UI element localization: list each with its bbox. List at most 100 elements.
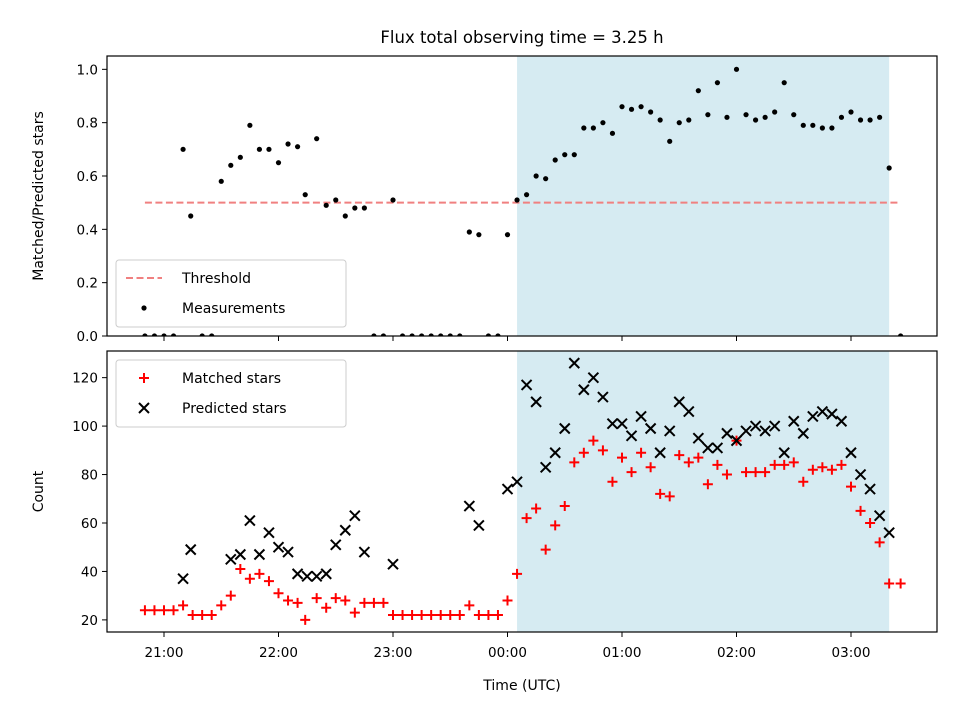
matched-star-point (492, 610, 503, 621)
matched-star-point (884, 578, 895, 589)
matched-star-point (359, 597, 370, 608)
matched-star-point (895, 578, 906, 589)
predicted-star-point (759, 425, 771, 437)
y-tick-label: 0.8 (77, 116, 98, 132)
measurement-point (772, 109, 778, 115)
y-tick-label: 1.0 (77, 62, 98, 78)
measurement-point (686, 117, 692, 123)
predicted-star-point (873, 510, 886, 522)
measurement-point (533, 173, 539, 179)
predicted-star-point (185, 543, 197, 556)
measurement-point (705, 112, 711, 118)
predicted-star-point (330, 539, 342, 551)
measurement-point (170, 333, 177, 336)
measurement-point (380, 333, 387, 336)
measurement-point (314, 136, 320, 142)
matched-star-point (416, 610, 427, 621)
plot-area (139, 357, 906, 625)
matched-star-point (139, 605, 150, 616)
predicted-star-point (263, 526, 275, 539)
predicted-star-point (225, 553, 237, 566)
measurement-point (476, 232, 482, 238)
matched-star-point (597, 445, 608, 456)
measurement-point (733, 66, 740, 72)
measurement-point (877, 114, 883, 120)
measurement-point (161, 333, 167, 336)
x-tick-label: 23:00 (374, 645, 413, 661)
matched-star-point (311, 593, 322, 604)
measurement-point (266, 146, 272, 152)
measurement-point (676, 120, 682, 126)
predicted-star-point (559, 422, 571, 435)
matched-star-point (273, 588, 284, 599)
matched-star-point (159, 605, 169, 616)
predicted-star-point (320, 568, 332, 580)
measurement-point (695, 88, 701, 94)
x-tick-label: 21:00 (145, 645, 184, 661)
matched-star-point (817, 462, 828, 473)
predicted-star-point (625, 430, 638, 442)
predicted-star-point (730, 434, 743, 447)
matched-star-point (445, 610, 456, 621)
measurement-point (495, 333, 501, 336)
measurement-point (504, 232, 511, 238)
matched-star-point (206, 610, 217, 621)
predicted-star-point (673, 396, 685, 408)
measurement-point (543, 176, 549, 182)
predicted-star-point (473, 519, 485, 532)
measurement-point (791, 112, 797, 118)
predicted-star-point (549, 447, 561, 459)
measurement-point (302, 192, 308, 198)
predicted-star-point (177, 572, 189, 585)
legend: Threshold Measurements (115, 259, 347, 328)
predicted-star-point (788, 415, 800, 427)
matched-star-point (550, 520, 561, 531)
predicted-star-point (749, 420, 762, 432)
predicted-star-point (816, 405, 829, 418)
matched-star-point (473, 610, 484, 621)
measurement-point (419, 333, 425, 336)
x-axis-label: Time (UTC) (482, 678, 560, 694)
matched-star-point (721, 469, 732, 480)
measurement-point (447, 333, 453, 336)
matched-star-point (483, 610, 494, 621)
measurement-point (294, 144, 301, 150)
measurement-point (743, 112, 749, 118)
matched-star-point (292, 597, 303, 608)
measurement-point (142, 333, 148, 336)
matched-star-point (769, 459, 780, 470)
predicted-star-point (530, 396, 542, 408)
predicted-star-point (835, 415, 848, 427)
measurement-point (762, 114, 768, 120)
measurement-point (323, 202, 329, 208)
predicted-star-point (692, 432, 705, 444)
matched-star-point (225, 590, 236, 601)
matched-star-point (855, 505, 866, 516)
predicted-star-point (883, 526, 895, 539)
predicted-star-point (597, 391, 609, 403)
predicted-star-point (768, 420, 781, 432)
matched-star-point (702, 479, 713, 490)
legend-label: Threshold (181, 271, 251, 287)
measurement-point (514, 197, 520, 203)
matched-star-point (655, 488, 666, 499)
x-tick-label: 03:00 (832, 645, 871, 661)
matched-star-point (540, 544, 551, 555)
y-tick-label: 40 (81, 564, 98, 580)
matched-star-point (454, 610, 465, 621)
predicted-star-point (721, 427, 733, 440)
matched-star-point (502, 595, 513, 606)
measurement-point (485, 333, 492, 336)
measurement-point (867, 117, 873, 123)
measurement-point (342, 213, 348, 219)
matched-star-point (254, 568, 265, 579)
axes-frame (106, 350, 938, 633)
measurement-point (657, 117, 663, 123)
matched-star-point (807, 464, 818, 475)
predicted-star-point (797, 427, 809, 440)
count-panel: 20 40 60 80 100 120 21:00 22:00 23:00 00:00 01:00 0… (31, 350, 938, 694)
predicted-star-point (845, 447, 857, 459)
predicted-star-point (807, 410, 819, 423)
measurement-point (523, 192, 530, 198)
